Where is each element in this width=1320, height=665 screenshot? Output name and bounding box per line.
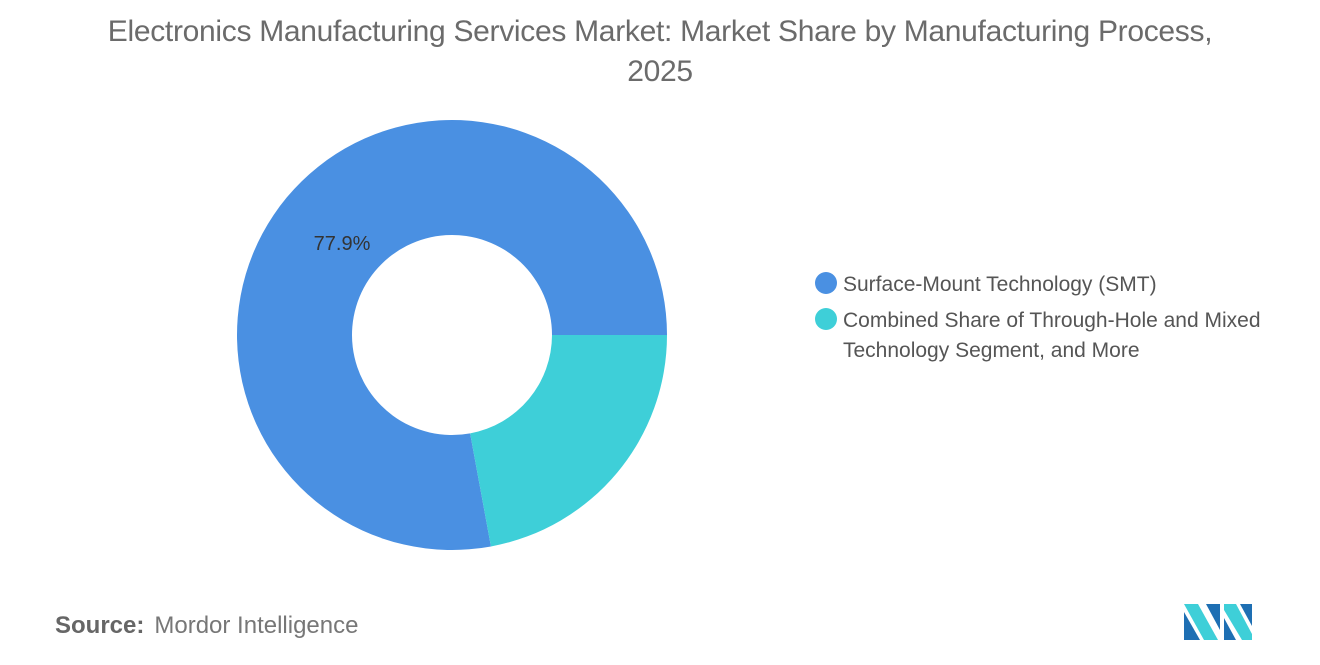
legend: Surface-Mount Technology (SMT) Combined S… xyxy=(815,270,1315,372)
data-label-0: 77.9% xyxy=(314,233,371,255)
legend-swatch xyxy=(815,272,837,294)
donut-slice-0 xyxy=(236,119,667,550)
source-label: Source: xyxy=(55,612,145,639)
legend-label: Surface-Mount Technology (SMT) xyxy=(843,273,1157,296)
chart-title: Electronics Manufacturing Services Marke… xyxy=(107,15,1213,88)
source-note: Source: Mordor Intelligence xyxy=(55,612,358,640)
legend-swatch xyxy=(815,308,837,330)
mordor-intelligence-logo xyxy=(1184,604,1252,640)
legend-item: Surface-Mount Technology (SMT) xyxy=(815,270,1315,300)
source-value: Mordor Intelligence xyxy=(154,612,359,639)
legend-item: Combined Share of Through-Hole and Mixed… xyxy=(815,306,1315,366)
donut-slice-1 xyxy=(470,335,667,547)
legend-label: Combined Share of Through-Hole and Mixed… xyxy=(843,309,1261,362)
